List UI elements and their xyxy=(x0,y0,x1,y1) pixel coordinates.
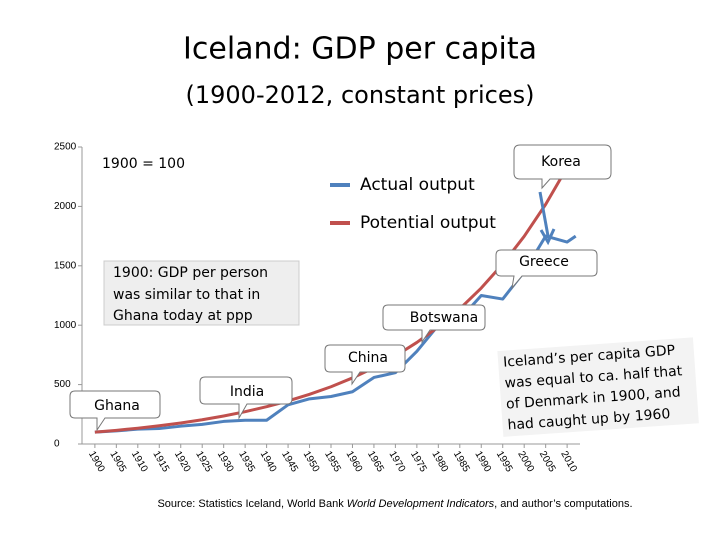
x-tick-label: 1940 xyxy=(258,449,279,474)
chart-subtitle: (1900-2012, constant prices) xyxy=(186,81,535,109)
callout-label: Botswana xyxy=(410,310,478,326)
source-text: World Development Indicators xyxy=(347,498,495,510)
x-tick-label: 2000 xyxy=(515,449,536,474)
series-line xyxy=(94,234,577,434)
x-tick-label: 1980 xyxy=(429,449,450,474)
chart-title: Iceland: GDP per capita xyxy=(183,32,537,67)
note-box xyxy=(103,260,300,326)
x-tick-label: 1970 xyxy=(387,449,408,474)
callout-box xyxy=(382,304,486,344)
callout-label: China xyxy=(348,350,388,366)
y-tick-label: 2000 xyxy=(54,201,77,212)
x-tick-label: 1905 xyxy=(107,449,128,474)
arrow xyxy=(538,191,550,237)
source: Source: Statistics Iceland, World Bank W… xyxy=(157,498,632,510)
x-tick-label: 1945 xyxy=(279,449,300,474)
callout-box xyxy=(324,344,406,386)
x-tick-label: 1930 xyxy=(215,449,236,474)
note-box xyxy=(497,337,699,437)
x-tick-label: 1955 xyxy=(322,449,343,474)
x-tick-label: 1965 xyxy=(365,449,386,474)
rotated-note: Iceland’s per capita GDP was equal to ca… xyxy=(497,337,699,437)
y-tick-label: 1000 xyxy=(54,320,77,331)
source-text: Source: Statistics Iceland, World Bank xyxy=(157,498,346,510)
x-tick-label: 2005 xyxy=(537,449,558,474)
callout-box xyxy=(513,144,612,190)
x-tick-label: 2010 xyxy=(558,449,579,474)
callout-label: India xyxy=(230,384,264,400)
x-tick-label: 1975 xyxy=(408,449,429,474)
callout-box xyxy=(69,390,161,432)
callout-box xyxy=(495,249,598,290)
callout-label: Ghana xyxy=(94,398,140,414)
arrow-head xyxy=(539,228,556,246)
x-tick-label: 1900 xyxy=(86,449,107,474)
x-tick-label: 1915 xyxy=(150,449,171,474)
source-text: , and author’s computations. xyxy=(494,498,632,510)
legend-label: Actual output xyxy=(360,175,475,195)
y-tick-label: 500 xyxy=(54,379,71,390)
callout-label: Korea xyxy=(541,154,581,170)
x-tick-label: 1935 xyxy=(236,449,257,474)
y-tick-label: 1500 xyxy=(54,260,77,271)
note-line: 1900: GDP per person xyxy=(113,265,268,281)
x-tick-label: 1920 xyxy=(172,449,193,474)
y-tick-label: 2500 xyxy=(54,142,77,153)
x-tick-label: 1925 xyxy=(193,449,214,474)
base-note: 1900 = 100 xyxy=(102,156,185,172)
x-tick-label: 1950 xyxy=(301,449,322,474)
x-tick-label: 1985 xyxy=(451,449,472,474)
x-tick-label: 1910 xyxy=(129,449,150,474)
x-tick-label: 1990 xyxy=(472,449,493,474)
note-line: Ghana today at ppp xyxy=(113,308,253,324)
note-line: was similar to that in xyxy=(113,287,260,303)
x-tick-label: 1960 xyxy=(344,449,365,474)
legend-label: Potential output xyxy=(360,213,496,233)
x-tick-label: 1995 xyxy=(494,449,515,474)
callout-label: Greece xyxy=(519,254,569,270)
y-tick-label: 0 xyxy=(54,439,60,450)
callout-box xyxy=(199,376,293,420)
